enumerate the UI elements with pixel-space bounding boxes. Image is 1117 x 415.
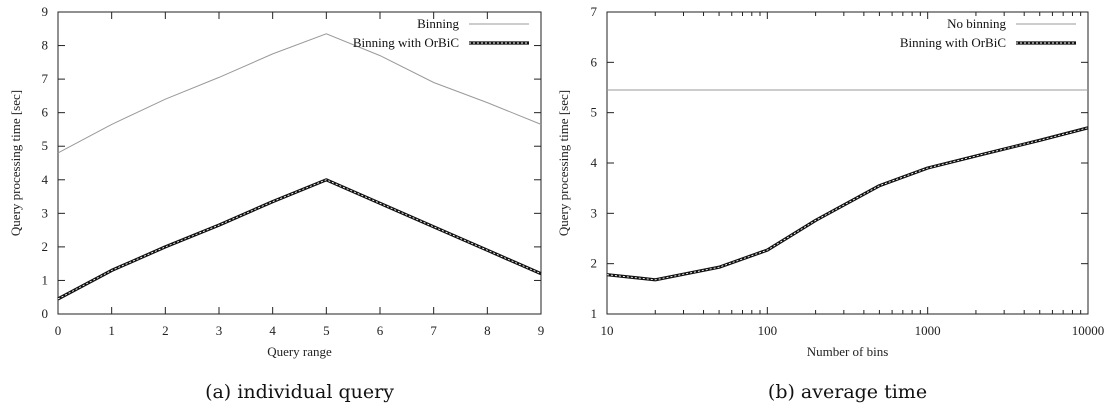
y-tick-label: 2 (591, 256, 598, 271)
x-tick-label: 4 (269, 323, 276, 338)
y-tick-label: 3 (591, 205, 598, 220)
legend-label: No binning (947, 16, 1006, 31)
y-tick-label: 1 (591, 306, 598, 321)
x-tick-label: 1 (108, 323, 115, 338)
chart-individual-query: 0 1 2 3 4 5 6 7 8 9 0 1 2 3 4 5 6 7 8 9 Query range Query pro… (8, 4, 544, 403)
legend-label: Binning with OrBiC (900, 35, 1006, 50)
plot-frame (57, 11, 542, 315)
x-tick-label: 0 (55, 323, 62, 338)
y-tick-label: 5 (591, 105, 598, 120)
y-axis-label: Query processing time [sec] (556, 90, 571, 236)
x-tick-label: 10 (601, 323, 614, 338)
series-line-dash-2 (606, 127, 1089, 281)
x-axis-label: Query range (267, 344, 332, 359)
y-tick-label: 4 (591, 155, 598, 170)
y-axis-label: Query processing time [sec] (8, 90, 23, 236)
y-tick-label: 7 (591, 4, 598, 19)
x-tick-label: 5 (323, 323, 330, 338)
x-tick-label: 100 (758, 323, 778, 338)
y-tick-label: 6 (42, 105, 49, 120)
y-tick-label: 3 (42, 205, 49, 220)
y-tick-label: 1 (42, 272, 49, 287)
x-tick-label: 2 (162, 323, 169, 338)
legend-label: Binning with OrBiC (353, 35, 459, 50)
y-tick-label: 2 (42, 239, 49, 254)
x-tick-label: 9 (538, 323, 545, 338)
series-line-2 (57, 178, 542, 301)
x-tick-label: 6 (377, 323, 384, 338)
series-line-dash-2 (57, 179, 542, 300)
chart-caption: (a) individual query (205, 381, 394, 403)
y-tick-label: 4 (42, 172, 49, 187)
x-tick-label: 3 (216, 323, 223, 338)
series-line-2 (606, 126, 1089, 282)
chart-average-time: 1 2 3 4 5 6 7 10 100 1000 10000 Number of bins Query… (556, 4, 1104, 403)
y-tick-label: 0 (42, 306, 49, 321)
x-axis-label: Number of bins (807, 344, 889, 359)
x-tick-label: 10000 (1072, 323, 1105, 338)
y-tick-label: 7 (42, 71, 49, 86)
legend-label: Binning (417, 16, 459, 31)
y-tick-label: 8 (42, 38, 49, 53)
y-tick-label: 5 (42, 138, 49, 153)
x-tick-label: 7 (430, 323, 437, 338)
x-tick-label: 1000 (915, 323, 941, 338)
series-line-1 (57, 33, 542, 154)
y-tick-label: 9 (42, 4, 49, 19)
x-tick-label: 8 (484, 323, 491, 338)
y-tick-label: 6 (591, 54, 598, 69)
plot-frame (606, 11, 1089, 315)
chart-caption: (b) average time (768, 381, 927, 403)
